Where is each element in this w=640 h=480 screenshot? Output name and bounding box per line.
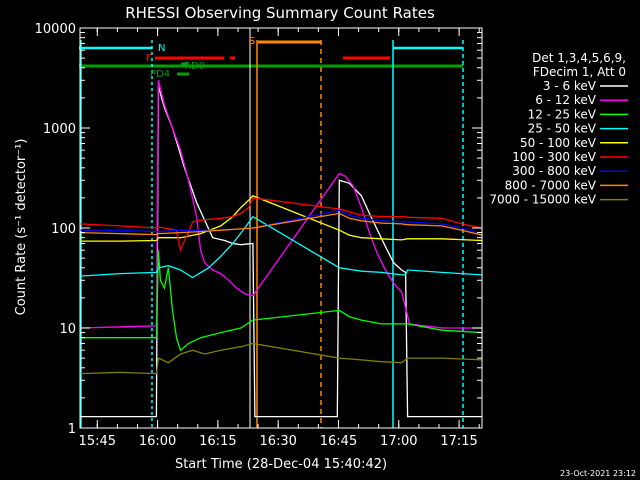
render-timestamp: 23-Oct-2021 23:12 — [560, 469, 636, 478]
x-axis-label: Start Time (28-Dec-04 15:40:42) — [175, 457, 387, 472]
y-tick-label: 100 — [51, 222, 76, 237]
legend-header: FDecim 1, Att 0 — [533, 65, 626, 79]
flag-label-s: S — [249, 36, 255, 47]
series-line-5 — [79, 197, 483, 253]
chart-title: RHESSI Observing Summary Count Rates — [125, 4, 435, 22]
x-tick-label: 17:15 — [440, 434, 477, 449]
x-tick-label: 16:30 — [259, 434, 296, 449]
flag-label-pd4: PD4 — [150, 69, 170, 80]
legend-entry-label: 100 - 300 keV — [512, 150, 596, 164]
y-tick-label: 1 — [68, 422, 76, 437]
series-line-6 — [80, 209, 483, 235]
y-tick-label: 10000 — [35, 22, 76, 37]
x-tick-label: 17:00 — [380, 434, 417, 449]
flag-label-rd0: RD0 — [184, 61, 205, 72]
legend-header: Det 1,3,4,5,6,9, — [532, 51, 626, 65]
legend: Det 1,3,4,5,6,9,FDecim 1, Att 03 - 6 keV… — [489, 51, 628, 207]
y-axis-label: Count Rate (s⁻¹ detector⁻¹) — [14, 139, 29, 316]
legend-entry-label: 12 - 25 keV — [528, 107, 597, 121]
legend-entry-label: 6 - 12 keV — [535, 93, 597, 107]
series-line-0 — [80, 86, 482, 418]
legend-entry-label: 3 - 6 keV — [543, 79, 597, 93]
series-line-7 — [79, 212, 483, 236]
legend-entry-label: 800 - 7000 keV — [505, 178, 597, 192]
y-tick-label: 1000 — [43, 122, 76, 137]
flag-label-n: N — [158, 43, 165, 54]
y-tick-label: 10 — [59, 322, 76, 337]
series-lines — [79, 80, 483, 418]
series-line-1 — [79, 80, 482, 329]
series-line-2 — [80, 250, 483, 352]
flag-label-f: F — [146, 53, 152, 64]
x-tick-label: 16:15 — [199, 434, 236, 449]
series-line-8 — [79, 342, 483, 375]
axes: 15:45 16:00 16:15 16:30 16:45 17:00 17:15 1 10 10… — [35, 22, 483, 449]
x-tick-label: 16:45 — [320, 434, 357, 449]
legend-entry-label: 25 - 50 keV — [528, 122, 597, 136]
legend-entry-label: 50 - 100 keV — [520, 136, 597, 150]
series-line-4 — [80, 195, 483, 242]
x-tick-label: 15:45 — [79, 434, 116, 449]
series-line-3 — [79, 215, 483, 279]
x-tick-label: 16:00 — [139, 434, 176, 449]
legend-entry-label: 7000 - 15000 keV — [489, 193, 596, 207]
plot-frame — [79, 27, 483, 429]
legend-entry-label: 300 - 800 keV — [512, 164, 596, 178]
